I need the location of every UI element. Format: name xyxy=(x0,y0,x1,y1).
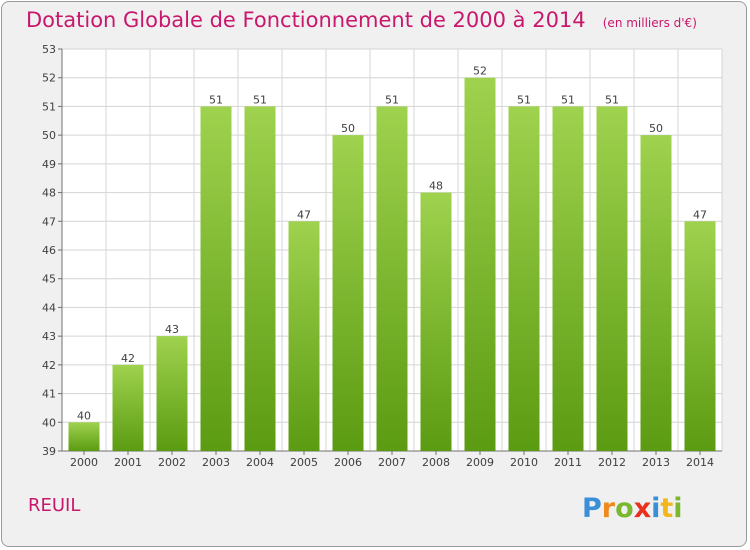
bar xyxy=(640,135,672,451)
y-tick-label: 53 xyxy=(42,43,56,56)
data-label: 51 xyxy=(253,93,267,106)
bar xyxy=(200,106,232,451)
data-label: 42 xyxy=(121,352,135,365)
x-tick-label: 2003 xyxy=(202,456,230,469)
chart-title: Dotation Globale de Fonctionnement de 20… xyxy=(26,8,586,32)
y-tick-label: 44 xyxy=(42,301,56,314)
bar xyxy=(552,106,584,451)
data-label: 51 xyxy=(385,93,399,106)
data-label: 51 xyxy=(209,93,223,106)
x-tick-label: 2010 xyxy=(510,456,538,469)
data-label: 40 xyxy=(77,409,91,422)
y-tick-label: 47 xyxy=(42,215,56,228)
bar xyxy=(332,135,364,451)
data-label: 50 xyxy=(649,122,663,135)
data-label: 43 xyxy=(165,323,179,336)
y-tick-label: 52 xyxy=(42,72,56,85)
y-tick-label: 49 xyxy=(42,158,56,171)
x-tick-label: 2012 xyxy=(598,456,626,469)
data-label: 48 xyxy=(429,180,443,193)
bar xyxy=(376,106,408,451)
data-label: 47 xyxy=(693,208,707,221)
x-tick-label: 2004 xyxy=(246,456,274,469)
bar xyxy=(288,221,320,451)
x-tick-label: 2008 xyxy=(422,456,450,469)
bar xyxy=(508,106,540,451)
y-tick-label: 46 xyxy=(42,244,56,257)
y-tick-label: 51 xyxy=(42,100,56,113)
place-name: REUIL xyxy=(28,495,81,516)
bar xyxy=(156,336,188,451)
data-label: 47 xyxy=(297,208,311,221)
y-tick-label: 41 xyxy=(42,388,56,401)
y-tick-label: 43 xyxy=(42,330,56,343)
x-tick-label: 2002 xyxy=(158,456,186,469)
bar xyxy=(684,221,716,451)
bar xyxy=(68,422,100,451)
bar xyxy=(464,77,496,451)
data-label: 50 xyxy=(341,122,355,135)
svg-text:Proxiti: Proxiti xyxy=(582,493,683,524)
x-tick-label: 2005 xyxy=(290,456,318,469)
data-label: 51 xyxy=(561,93,575,106)
title-line: Dotation Globale de Fonctionnement de 20… xyxy=(26,8,697,32)
x-tick-label: 2000 xyxy=(70,456,98,469)
proxiti-logo: Proxiti xyxy=(582,493,683,524)
y-tick-label: 45 xyxy=(42,273,56,286)
x-tick-label: 2011 xyxy=(554,456,582,469)
y-tick-label: 39 xyxy=(42,445,56,458)
x-tick-label: 2001 xyxy=(114,456,142,469)
data-label: 52 xyxy=(473,65,487,78)
y-tick-label: 50 xyxy=(42,129,56,142)
x-tick-label: 2009 xyxy=(466,456,494,469)
bar xyxy=(420,192,452,452)
y-tick-label: 42 xyxy=(42,359,56,372)
y-tick-label: 40 xyxy=(42,416,56,429)
x-tick-label: 2014 xyxy=(686,456,714,469)
x-tick-label: 2006 xyxy=(334,456,362,469)
bar xyxy=(596,106,628,451)
x-tick-label: 2013 xyxy=(642,456,670,469)
data-label: 51 xyxy=(517,93,531,106)
x-tick-label: 2007 xyxy=(378,456,406,469)
bar xyxy=(244,106,276,451)
chart-subtitle: (en milliers d'€) xyxy=(602,16,697,30)
bar xyxy=(112,364,144,451)
data-label: 51 xyxy=(605,93,619,106)
y-tick-label: 48 xyxy=(42,187,56,200)
